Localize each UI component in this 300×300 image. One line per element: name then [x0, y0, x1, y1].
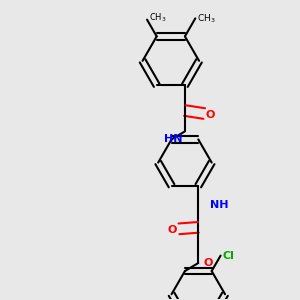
Text: CH$_3$: CH$_3$ — [197, 12, 215, 25]
Text: Cl: Cl — [222, 250, 234, 261]
Text: O: O — [167, 225, 177, 235]
Text: O: O — [204, 258, 213, 268]
Text: NH: NH — [210, 200, 229, 210]
Text: CH$_3$: CH$_3$ — [148, 11, 166, 23]
Text: HN: HN — [164, 134, 182, 144]
Text: O: O — [206, 110, 215, 120]
